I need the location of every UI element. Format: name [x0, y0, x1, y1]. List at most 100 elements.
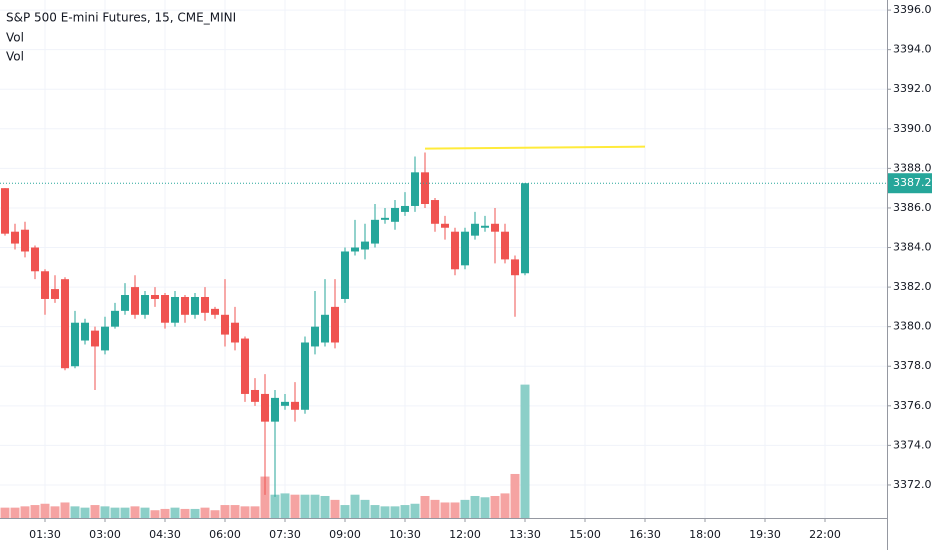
candle-body	[461, 231, 469, 266]
candle-body	[321, 314, 329, 343]
candle-body	[21, 229, 29, 252]
chart-title: S&P 500 E-mini Futures, 15, CME_MINI	[6, 11, 236, 25]
volume-bar	[380, 506, 390, 518]
candle-body	[121, 295, 129, 311]
candle-body	[431, 200, 439, 224]
candle-body	[131, 287, 139, 315]
y-tick-label: 3378.00	[893, 359, 932, 372]
x-tick-label: 13:30	[509, 528, 541, 541]
y-tick-label: 3396.00	[893, 3, 932, 16]
candle-body	[281, 401, 289, 406]
volume-bar	[20, 506, 30, 518]
volume-bar	[400, 505, 410, 518]
candle-body	[101, 326, 109, 351]
volume-bar	[50, 506, 60, 518]
volume-bar	[170, 507, 180, 518]
candle-layer	[0, 145, 887, 497]
candle-body	[141, 295, 149, 315]
y-tick-label: 3382.00	[893, 280, 932, 293]
volume-bar	[440, 502, 450, 518]
candle-body	[361, 241, 369, 250]
volume-bar	[470, 495, 480, 518]
candle-body	[351, 247, 359, 252]
candle-body	[511, 259, 519, 276]
volume-bar	[0, 507, 10, 518]
candle-body	[161, 295, 169, 323]
volume-bar	[30, 505, 40, 518]
volume-bar	[220, 505, 230, 518]
volume-bar	[410, 503, 420, 518]
candle-body	[411, 172, 419, 206]
volume-bar	[250, 506, 260, 518]
volume-bar	[290, 494, 300, 518]
volume-bar	[110, 507, 120, 518]
candle-body	[1, 188, 9, 234]
candle-body	[381, 217, 389, 220]
candle-body	[211, 308, 219, 315]
candle-body	[371, 219, 379, 244]
volume-bar	[370, 505, 380, 518]
volume-bar	[10, 507, 20, 518]
candle-body	[241, 338, 249, 394]
volume-bar	[70, 506, 80, 518]
volume-bar	[360, 499, 370, 518]
volume-bar	[280, 493, 290, 518]
volume-bar	[460, 499, 470, 518]
x-tick-label: 16:30	[629, 528, 661, 541]
volume-bar	[120, 507, 130, 518]
volume-bar	[140, 507, 150, 518]
volume-bar	[180, 508, 190, 518]
candle-body	[221, 314, 229, 335]
candle-body	[471, 223, 479, 236]
x-tick-label: 10:30	[389, 528, 421, 541]
x-tick-label: 04:30	[149, 528, 181, 541]
volume-bar	[510, 473, 520, 518]
candle-body	[71, 322, 79, 367]
y-tick-label: 3374.00	[893, 438, 932, 451]
candle-body	[501, 231, 509, 260]
candle-body	[91, 330, 99, 347]
grid-layer	[0, 0, 887, 518]
volume-bar	[320, 495, 330, 518]
x-tick-label: 22:00	[809, 528, 841, 541]
candle-body	[31, 247, 39, 272]
candle-body	[51, 289, 59, 299]
candle-body	[391, 207, 399, 222]
volume-bar	[480, 497, 490, 518]
volume-bar	[60, 502, 70, 518]
x-tick-label: 12:00	[449, 528, 481, 541]
candle-body	[521, 183, 529, 274]
candle-body	[491, 223, 499, 232]
candle-body	[401, 205, 409, 212]
y-tick-label: 3380.00	[893, 320, 932, 333]
candle-body	[151, 295, 159, 299]
candle-body	[291, 401, 299, 410]
candle-body	[191, 296, 199, 315]
candle-body	[11, 231, 19, 244]
x-tick-label: 01:30	[29, 528, 61, 541]
volume-bar	[260, 476, 270, 518]
volume-bar	[40, 503, 50, 518]
volume-bar	[340, 505, 350, 518]
candle-body	[311, 326, 319, 347]
volume-bar	[150, 510, 160, 518]
candle-body	[481, 225, 489, 228]
candle-body	[111, 310, 119, 327]
volume-bar	[330, 499, 340, 518]
y-tick-label: 3388.00	[893, 161, 932, 174]
y-tick-label: 3390.00	[893, 122, 932, 135]
volume-bar	[390, 506, 400, 518]
volume-layer	[0, 384, 530, 518]
volume-bar	[490, 495, 500, 518]
candle-body	[181, 296, 189, 315]
volume-bar	[450, 502, 460, 518]
volume-bar	[100, 506, 110, 518]
y-tick-label: 3392.00	[893, 82, 932, 95]
x-tick-label: 15:00	[569, 528, 601, 541]
volume-bar	[90, 505, 100, 518]
candle-body	[61, 279, 69, 369]
axis-layer: 3372.00 3374.00 3376.00 3378.00 3380.00 3382.…	[29, 3, 932, 541]
candle-body	[81, 322, 89, 341]
